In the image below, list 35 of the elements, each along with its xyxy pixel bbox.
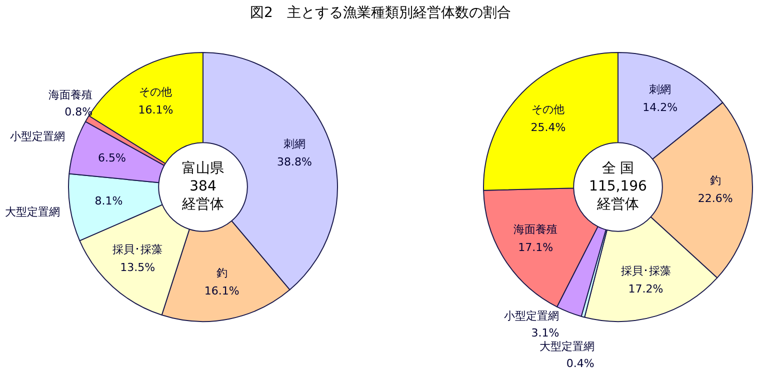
slice-label: その他 [532, 102, 565, 116]
data-label: 17.1% [518, 240, 554, 254]
text: 384 [190, 178, 216, 195]
text: 115,196 [589, 178, 648, 195]
data-label: 25.4% [530, 120, 566, 134]
slice-label: 採貝･採藻 [620, 264, 671, 278]
data-label: 0.4% [566, 356, 594, 370]
slice-label: 刺網 [649, 82, 672, 96]
data-label: 16.1% [138, 104, 174, 117]
text: 富山県 [182, 160, 224, 177]
text: 全 国 [602, 160, 634, 177]
slice-label: 小型定置網 [504, 309, 560, 322]
data-label: 3.1% [531, 326, 560, 340]
slice-label: 釣 [710, 174, 721, 187]
text: 経営体 [596, 196, 639, 213]
data-label: 16.1% [204, 284, 240, 298]
data-label: 13.5% [120, 261, 156, 274]
data-label: 22.6% [698, 192, 733, 205]
data-label: 14.2% [642, 100, 678, 114]
slice-label: その他 [139, 86, 172, 99]
data-label: 0.8% [64, 106, 93, 119]
slice-label: 大型定置網 [5, 205, 60, 218]
text: 図2 主とする漁業種類別経営体数の割合 [249, 4, 512, 22]
data-label: 17.2% [628, 282, 664, 296]
data-label: 6.5% [98, 151, 126, 164]
data-label: 8.1% [94, 194, 123, 208]
slice-label: 釣 [216, 266, 228, 280]
slice-label: 大型定置網 [539, 340, 594, 353]
slice-label: 刺網 [284, 137, 306, 150]
slice-label: 海面養殖 [514, 222, 558, 236]
text: 経営体 [181, 196, 224, 213]
data-label: 38.8% [277, 155, 312, 168]
slice-label: 小型定置網 [10, 130, 66, 143]
slice-label: 海面養殖 [48, 88, 93, 102]
slice-label: 採貝･採藻 [112, 243, 163, 256]
